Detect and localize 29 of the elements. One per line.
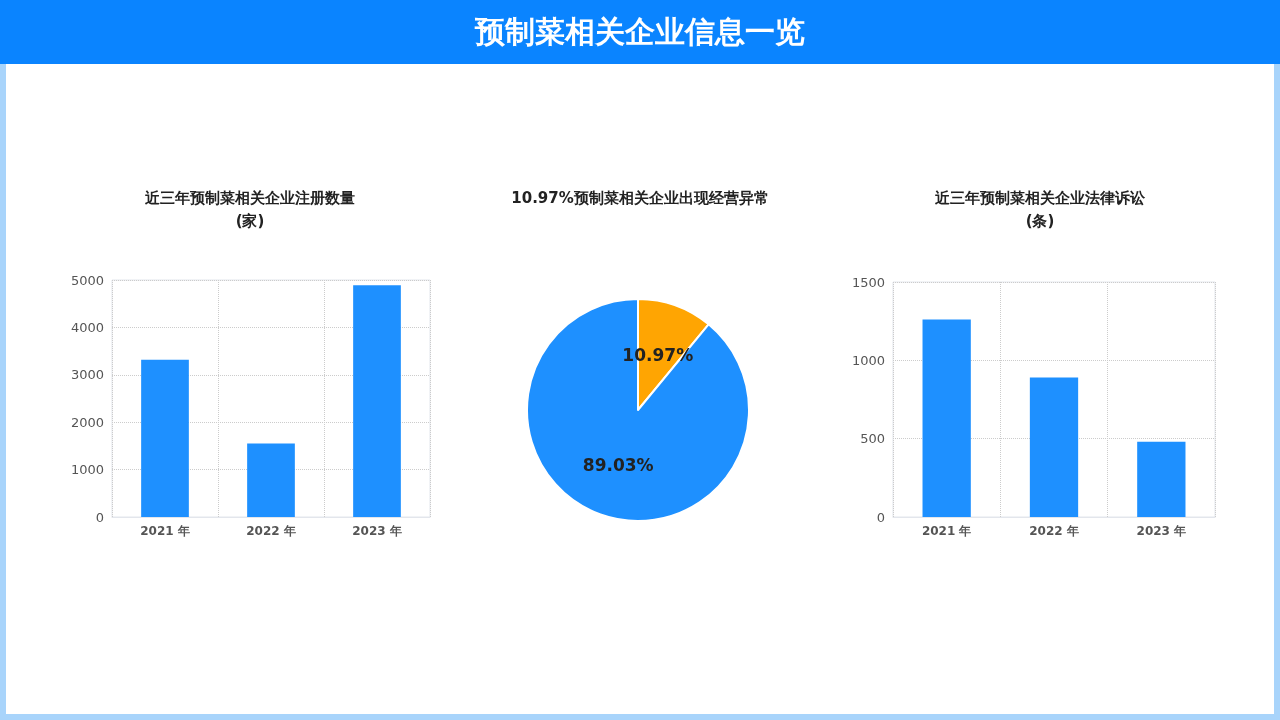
chart-subtitle: (家) [235, 211, 265, 230]
x-tick-label: 2021 年 [140, 524, 190, 538]
chart-title: 10.97%预制菜相关企业出现经营异常 [511, 188, 769, 207]
y-tick-label: 1000 [70, 462, 104, 478]
bar [247, 443, 295, 517]
chart-title: 近三年预制菜相关企业法律诉讼 [934, 188, 1146, 207]
x-tick-label: 2021 年 [921, 524, 972, 538]
y-tick-label: 5000 [70, 272, 104, 288]
chart-subtitle: (条) [1025, 211, 1055, 230]
chart-title: 近三年预制菜相关企业注册数量 [144, 188, 355, 207]
x-tick-label: 2022 年 [246, 524, 296, 538]
y-tick-label: 0 [95, 509, 104, 525]
bar [1029, 377, 1079, 517]
bar [922, 319, 971, 517]
y-tick-label: 3000 [70, 367, 104, 383]
y-tick-label: 2000 [70, 414, 104, 430]
x-tick-label: 2023 年 [352, 524, 402, 538]
y-tick-label: 1500 [851, 274, 885, 290]
y-tick-label: 0 [876, 509, 885, 525]
bar [141, 359, 189, 517]
x-tick-label: 2023 年 [1136, 524, 1187, 538]
y-tick-label: 1000 [851, 352, 885, 368]
y-tick-label: 4000 [70, 319, 104, 335]
y-tick-label: 500 [860, 431, 885, 447]
text: 预制菜相关企业信息一览 [0, 0, 1280, 64]
bar [353, 285, 401, 517]
x-tick-label: 2022 年 [1029, 524, 1079, 538]
bar [1137, 441, 1186, 517]
data-label: 89.03% [582, 455, 654, 476]
